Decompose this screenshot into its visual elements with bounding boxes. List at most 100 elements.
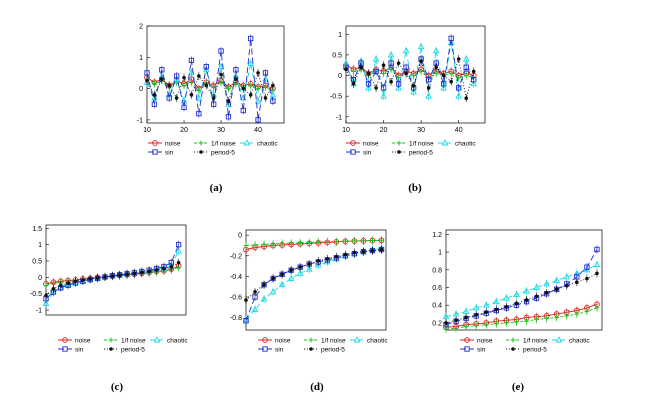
- data-point: [441, 81, 447, 87]
- data-point: [454, 318, 458, 323]
- y-tick-label-b: 1: [338, 32, 342, 39]
- legend-item-period5: period-5: [304, 346, 345, 353]
- legend-marker: [152, 149, 158, 155]
- legend-item-sin: sin: [148, 149, 174, 156]
- legend-marker: [198, 140, 204, 146]
- data-point: [188, 57, 195, 64]
- data-point: [248, 93, 253, 97]
- legend-item-chaotic: chaotic: [350, 336, 388, 344]
- data-point: [218, 48, 224, 54]
- data-point: [204, 83, 209, 88]
- legend-label: 1/f noise: [321, 337, 346, 344]
- data-point: [389, 79, 393, 84]
- data-point: [234, 77, 238, 81]
- data-point: [297, 240, 303, 246]
- x-tick-label-b: 10: [342, 127, 350, 134]
- x-tick-label-b: 40: [455, 127, 463, 134]
- legend-marker: [309, 347, 313, 351]
- data-point: [503, 294, 510, 301]
- y-tick-label-e: 1.2: [432, 232, 442, 239]
- data-point: [262, 282, 266, 287]
- x-tick-label-a: 40: [254, 127, 262, 134]
- data-point: [145, 78, 149, 83]
- legend-item-chaotic: chaotic: [552, 336, 590, 344]
- data-point: [248, 83, 254, 88]
- data-point: [396, 61, 401, 65]
- data-point: [152, 93, 157, 97]
- data-point: [305, 265, 313, 272]
- data-point: [152, 81, 157, 87]
- series-line: [445, 273, 598, 324]
- data-point: [462, 307, 470, 314]
- data-point: [334, 255, 339, 259]
- data-point: [243, 243, 249, 248]
- data-point: [269, 288, 277, 295]
- data-point: [372, 55, 380, 62]
- data-point: [395, 81, 402, 87]
- data-point: [344, 67, 348, 72]
- data-point: [388, 60, 394, 66]
- data-point: [402, 47, 410, 54]
- data-point: [233, 67, 239, 73]
- y-tick-label-a: 2: [139, 24, 143, 31]
- data-point: [306, 239, 312, 245]
- x-tick-label-a: 10: [143, 127, 151, 134]
- data-point: [381, 71, 386, 76]
- y-tick-label-b: 0: [338, 73, 342, 80]
- panel-e: 0.2 0.4 0.6 0.8 1 1.2: [432, 229, 603, 334]
- data-point: [462, 55, 470, 62]
- y-tick-label-b: 0.5: [332, 52, 342, 59]
- data-point: [298, 265, 302, 269]
- caption-d: (d): [310, 381, 324, 393]
- data-point: [210, 101, 217, 107]
- data-point: [225, 114, 232, 120]
- series-chaotic-e: [442, 260, 601, 321]
- y-tick-label-c: -0.5: [30, 291, 42, 298]
- y-tick-label-c: -1: [36, 308, 42, 315]
- data-point: [263, 84, 268, 90]
- legend-e: noise 1/f noise chaotic sin period-5: [460, 336, 590, 353]
- data-point: [361, 249, 366, 254]
- legend-marker: [108, 337, 114, 343]
- legend-label: chaotic: [257, 140, 278, 147]
- data-point: [524, 318, 529, 324]
- data-point: [417, 42, 425, 50]
- legend-c: noise 1/f noise chaotic sin period-5: [58, 336, 188, 353]
- legend-marker: [350, 140, 356, 146]
- data-point: [181, 83, 187, 88]
- legend-label: sin: [75, 346, 84, 353]
- data-point: [448, 35, 454, 42]
- legend-marker: [511, 347, 515, 351]
- legend-item-f_noise: 1/f noise: [104, 337, 146, 344]
- data-point: [434, 65, 438, 70]
- y-tick-label-e: 1: [438, 250, 442, 257]
- data-point: [189, 79, 194, 85]
- data-point: [307, 262, 312, 266]
- data-point: [524, 298, 529, 302]
- data-point: [374, 86, 378, 90]
- data-point: [182, 75, 186, 80]
- data-point: [464, 315, 468, 320]
- data-point: [73, 279, 78, 284]
- data-point: [175, 247, 182, 254]
- series-period5-c: [44, 258, 181, 300]
- data-point: [218, 79, 224, 85]
- data-point: [514, 319, 519, 325]
- legend-marker: [464, 337, 470, 343]
- data-point: [493, 321, 499, 327]
- data-point: [365, 84, 372, 91]
- series-line: [445, 303, 598, 328]
- data-point: [463, 324, 469, 329]
- legend-item-period5: period-5: [194, 149, 235, 156]
- data-point: [380, 92, 387, 99]
- y-tick-label-b: -1: [336, 114, 342, 121]
- series-line: [445, 264, 598, 318]
- data-point: [103, 275, 107, 279]
- data-point: [411, 73, 417, 78]
- caption-c: (c): [111, 381, 124, 393]
- y-tick-label-d: -0.2: [230, 253, 242, 260]
- data-point: [361, 238, 366, 244]
- data-point: [343, 252, 348, 257]
- legend-item-f_noise: 1/f noise: [304, 337, 346, 344]
